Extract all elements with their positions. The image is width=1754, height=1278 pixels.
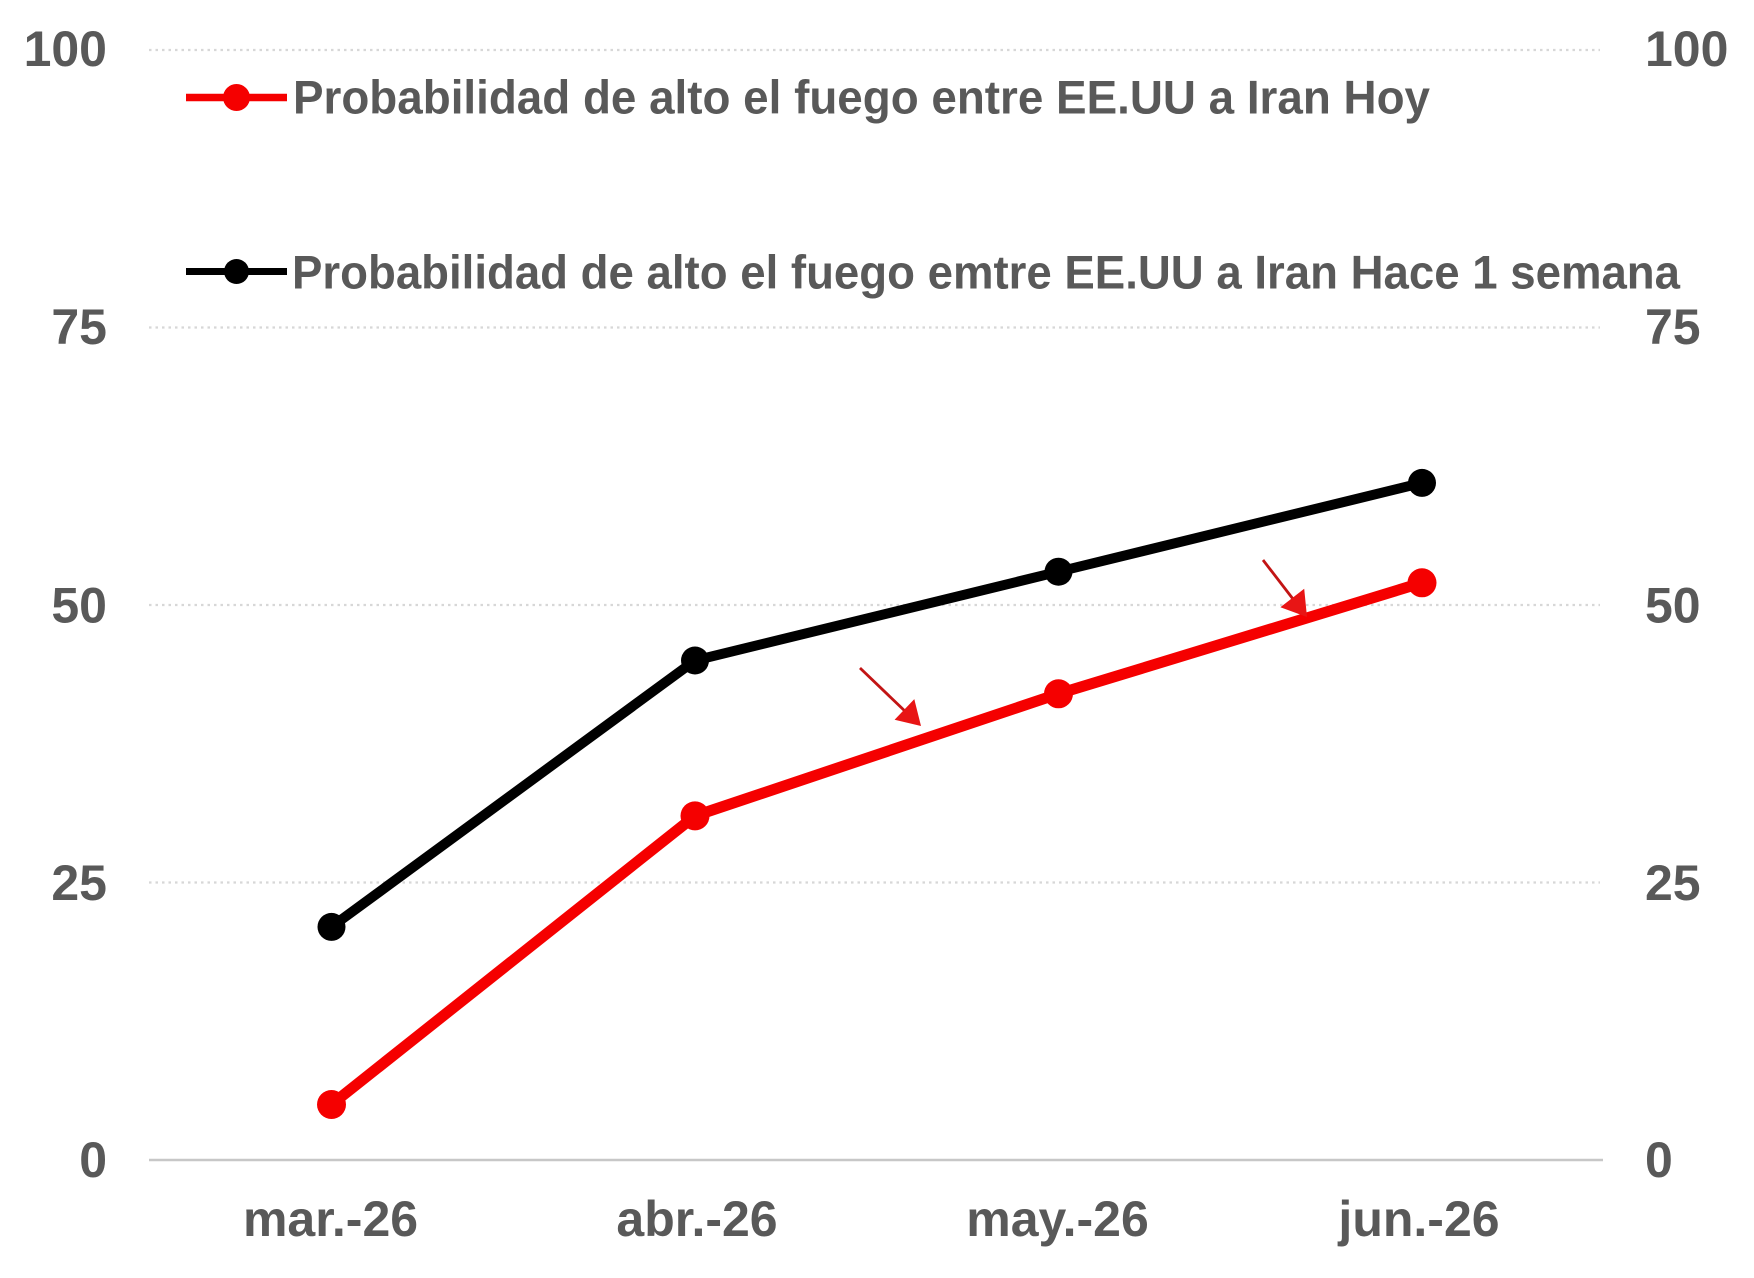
svg-text:may.-26: may.-26 xyxy=(966,1191,1149,1247)
svg-text:abr.-26: abr.-26 xyxy=(616,1191,777,1247)
svg-text:50: 50 xyxy=(1645,578,1701,634)
svg-text:Probabilidad de alto el fuego: Probabilidad de alto el fuego entre EE.U… xyxy=(293,71,1430,124)
svg-text:100: 100 xyxy=(24,21,107,77)
svg-text:100: 100 xyxy=(1645,21,1728,77)
svg-text:0: 0 xyxy=(79,1132,107,1188)
svg-text:25: 25 xyxy=(1645,855,1701,911)
svg-text:jun.-26: jun.-26 xyxy=(1337,1191,1499,1247)
svg-text:75: 75 xyxy=(1645,299,1701,355)
svg-text:25: 25 xyxy=(51,855,107,911)
svg-text:50: 50 xyxy=(51,578,107,634)
svg-text:mar.-26: mar.-26 xyxy=(243,1191,418,1247)
svg-text:Probabilidad de alto el fuego: Probabilidad de alto el fuego emtre EE.U… xyxy=(292,246,1681,299)
svg-text:75: 75 xyxy=(51,299,107,355)
svg-text:0: 0 xyxy=(1645,1132,1673,1188)
